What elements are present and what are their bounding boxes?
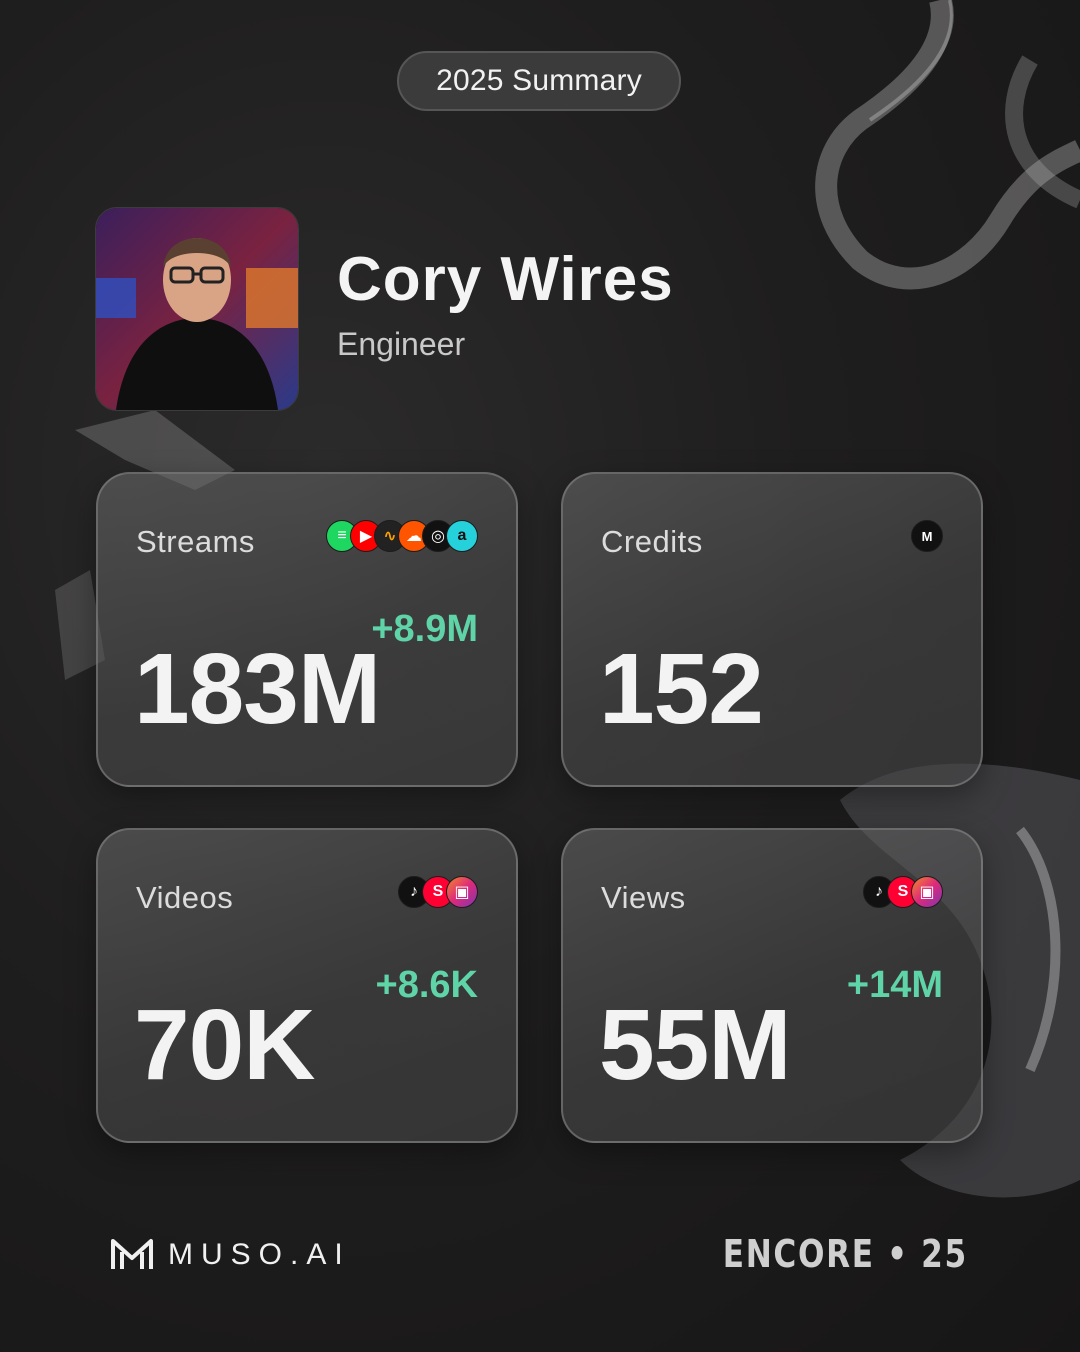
muso-logo: MUSO.AI [110, 1238, 351, 1272]
avatar-photo [96, 208, 298, 410]
brand-name: MUSO.AI [168, 1238, 351, 1271]
credits-label: Credits [601, 524, 703, 559]
views-value: 55M [599, 989, 792, 1101]
credits-value: 152 [599, 633, 764, 745]
instagram-reels-icon: ▣ [446, 876, 478, 908]
views-platform-icons: ♪ S ▣ [863, 876, 943, 908]
muso-ai-icon: M [911, 520, 943, 552]
views-card: Views ♪ S ▣ +14M 55M [561, 828, 983, 1143]
summary-label: 2025 Summary [436, 64, 642, 97]
streams-label: Streams [136, 524, 255, 559]
streams-platform-icons: ≡ ▶ ∿ ☁ ◎ a [326, 520, 478, 552]
videos-platform-icons: ♪ S ▣ [398, 876, 478, 908]
amazon-music-icon: a [446, 520, 478, 552]
views-label: Views [601, 880, 686, 915]
streams-card: Streams ≡ ▶ ∿ ☁ ◎ a +8.9M 183M [96, 472, 518, 787]
muso-m-icon [111, 1239, 153, 1269]
videos-delta: +8.6K [375, 964, 478, 1006]
videos-value: 70K [134, 989, 315, 1101]
profile-name: Cory Wires [337, 245, 674, 314]
glass-ribbon-top-right [800, 0, 1080, 310]
profile-role: Engineer [337, 326, 466, 362]
instagram-reels-icon: ▣ [911, 876, 943, 908]
views-delta: +14M [846, 964, 943, 1006]
credits-platform-icons: M [911, 520, 943, 552]
streams-value: 183M [134, 633, 381, 745]
credits-card: Credits M 152 [561, 472, 983, 787]
summary-pill: 2025 Summary [397, 51, 681, 111]
soundcloud-icon: ☁ [398, 520, 430, 552]
encore-badge: ENCORE • 25 [722, 1232, 968, 1276]
videos-label: Videos [136, 880, 234, 915]
streams-delta: +8.9M [371, 608, 478, 650]
videos-card: Videos ♪ S ▣ +8.6K 70K [96, 828, 518, 1143]
avatar [95, 207, 299, 411]
